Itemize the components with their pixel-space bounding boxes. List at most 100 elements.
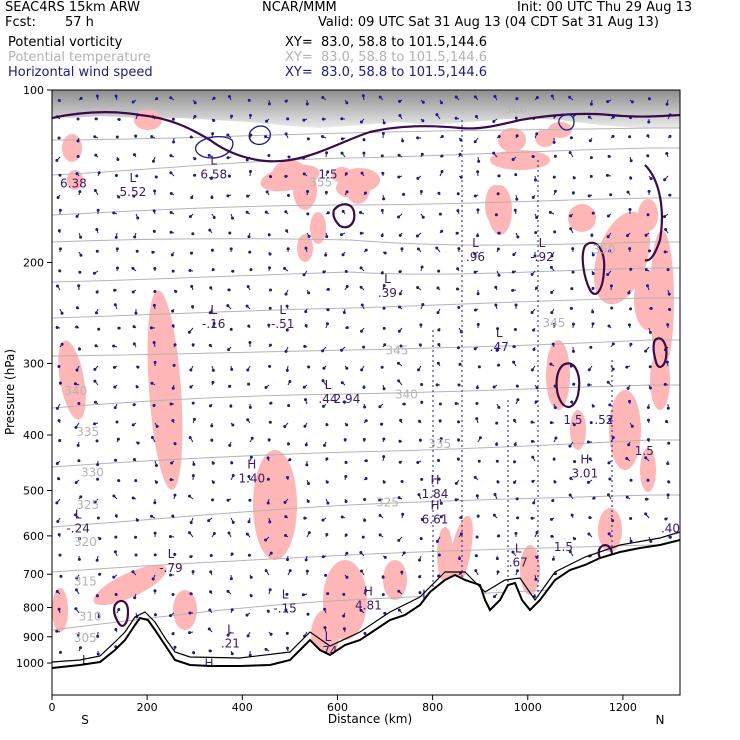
wind-arrow-head xyxy=(249,268,253,272)
wind-arrow-head xyxy=(645,284,649,288)
wind-arrow-head xyxy=(306,137,310,141)
wind-arrow-head xyxy=(397,589,401,593)
wind-arrow-head xyxy=(535,386,539,390)
wind-arrow-head xyxy=(381,575,385,579)
wind-arrow-head xyxy=(173,645,177,649)
wind-arrow-head xyxy=(363,498,367,502)
wind-arrow-head xyxy=(420,152,424,156)
wind-arrow-head xyxy=(364,248,368,252)
wind-arrow-head xyxy=(57,607,61,611)
wind-arrow-head xyxy=(117,607,121,611)
wind-arrow-head xyxy=(152,404,156,408)
wind-arrow-head xyxy=(212,118,216,122)
wind-arrow-head xyxy=(360,303,364,307)
wind-arrow-head xyxy=(591,322,595,326)
wind-arrow-head xyxy=(171,419,175,423)
wind-arrow-head xyxy=(306,190,310,194)
wind-arrow-head xyxy=(553,230,557,234)
wind-arrow-head xyxy=(589,421,593,425)
wind-arrow-head xyxy=(397,175,401,179)
wind-arrow-head xyxy=(378,95,382,99)
wind-arrow-head xyxy=(401,512,405,516)
theta-label: 315 xyxy=(74,574,97,588)
wind-arrow-head xyxy=(552,457,556,461)
wind-arrow-head xyxy=(247,553,251,557)
wind-arrow-head xyxy=(398,99,402,103)
wind-arrow-head xyxy=(569,214,573,218)
wind-arrow-head xyxy=(646,418,650,422)
wind-arrow-head xyxy=(171,117,175,121)
wind-arrow-head xyxy=(516,235,520,239)
wind-arrow-head xyxy=(440,154,444,158)
extremum-type: L xyxy=(279,303,286,317)
wind-arrow-head xyxy=(325,322,329,326)
wind-arrow-head xyxy=(421,100,425,104)
wind-arrow-head xyxy=(116,158,120,162)
wind-arrow-head xyxy=(589,174,593,178)
extremum-value: 3.01 xyxy=(571,466,598,480)
x-tick-label: 1200 xyxy=(609,701,637,714)
wind-arrow-head xyxy=(208,311,212,315)
wind-arrow-head xyxy=(571,247,575,251)
wind-arrow-head xyxy=(359,608,363,612)
wind-arrow-head xyxy=(605,173,609,177)
wind-arrow-head xyxy=(345,423,349,427)
theta-label: 335 xyxy=(428,437,451,451)
wind-arrow-head xyxy=(492,119,496,123)
wind-arrow-head xyxy=(664,420,668,424)
wind-arrow-head xyxy=(343,438,347,442)
wind-arrow-head xyxy=(435,539,439,543)
theta-label: 330 xyxy=(81,465,104,479)
wind-arrow-head xyxy=(440,229,444,233)
terrain-line-secondary xyxy=(52,531,680,663)
wind-arrow-head xyxy=(667,292,671,296)
wind-arrow-head xyxy=(551,557,555,561)
y-tick-label: 300 xyxy=(23,357,44,370)
wind-arrow-head xyxy=(170,461,174,465)
wind-arrow-head xyxy=(569,476,573,480)
wind-arrow-head xyxy=(96,208,100,212)
wind-arrow-head xyxy=(284,174,288,178)
wind-arrow-head xyxy=(209,286,213,290)
wind-arrow-head xyxy=(113,406,117,410)
extremum-type: H xyxy=(430,499,439,513)
wind-arrow-head xyxy=(668,535,672,539)
wind-arrow-head xyxy=(364,419,368,423)
wind-arrow-head xyxy=(302,118,306,122)
wind-arrow-head xyxy=(75,325,79,329)
wind-arrow-head xyxy=(152,229,156,233)
wind-arrow-head xyxy=(59,574,63,578)
wind-arrow-head xyxy=(227,174,231,178)
wind-arrow-head xyxy=(188,611,192,615)
wind-arrow-head xyxy=(284,608,288,612)
wind-arrow-head xyxy=(513,480,517,484)
wind-arrow-head xyxy=(189,251,193,255)
wind-arrow-head xyxy=(246,368,250,372)
wind-arrow-head xyxy=(495,442,499,446)
wind-arrow-head xyxy=(307,531,311,535)
wind-arrow-head xyxy=(171,386,175,390)
wind-arrow-head xyxy=(269,288,273,292)
wind-arrow-head xyxy=(512,418,516,422)
wind-arrow-head xyxy=(535,531,539,535)
wind-arrow-head xyxy=(266,456,270,460)
wind-arrow-head xyxy=(57,477,61,481)
wind-arrow-head xyxy=(326,308,330,312)
wind-arrow-head xyxy=(131,496,135,500)
wind-arrow-head xyxy=(58,381,62,385)
wind-arrow-head xyxy=(473,194,477,198)
y-tick-label: 700 xyxy=(23,568,44,581)
wind-arrow-head xyxy=(227,531,231,535)
wind-arrow-head xyxy=(268,306,272,310)
wind-arrow-head xyxy=(264,538,268,542)
field-pv-xy: XY= 83.0, 58.8 to 101.5,144.6 xyxy=(285,35,488,50)
wind-arrow-head xyxy=(665,151,669,155)
wind-arrow-head xyxy=(550,517,554,521)
wind-arrow-head xyxy=(191,232,195,236)
wind-arrow-head xyxy=(550,254,554,258)
wind-arrow-head xyxy=(170,253,174,257)
wind-arrow-head xyxy=(648,330,652,334)
wind-arrow-head xyxy=(608,417,612,421)
wind-arrow-head xyxy=(568,493,572,497)
